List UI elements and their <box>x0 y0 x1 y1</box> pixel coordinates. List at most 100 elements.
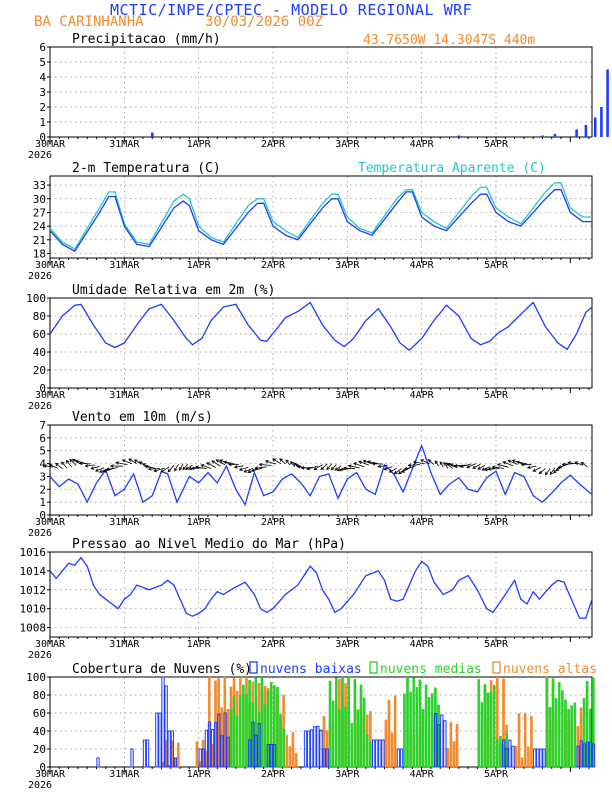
y-tick-label: 4 <box>39 458 46 471</box>
y-tick-label: 100 <box>26 671 46 684</box>
wind-arrow <box>497 463 509 468</box>
x-tick-label: 1APR <box>187 260 212 271</box>
wind-arrow-head <box>502 461 507 465</box>
cloud-bar-low <box>266 744 270 768</box>
wind-arrow-head <box>179 466 183 471</box>
cloud-bar-low <box>201 748 205 768</box>
wind-arrow-head <box>326 466 330 471</box>
cloud-bar-low <box>582 743 586 768</box>
wind-arrow-head <box>484 467 488 472</box>
wind-arrow-head <box>254 466 258 470</box>
cloud-bar-low <box>204 729 209 768</box>
cloud-bar-mid <box>477 679 481 768</box>
series-line-vento <box>49 443 593 507</box>
wind-arrow-head <box>459 464 464 468</box>
panel-pres: 1008 1010 1012 1014 1016 30MAR 31MAR 1APR 2APR 3A… <box>20 537 593 661</box>
x-tick-label: 5APR <box>484 517 509 528</box>
x-tick-label: 1APR <box>187 139 212 150</box>
cloud-bar-mid <box>276 686 279 768</box>
x-tick-label: 4APR <box>410 390 435 401</box>
y-tick-label: 7 <box>39 419 46 432</box>
cloud-bar-mid <box>551 678 555 768</box>
y-tick-label: 1012 <box>20 584 47 597</box>
wind-arrow <box>259 464 272 466</box>
wind-arrow-head <box>472 465 476 469</box>
cloud-bar-mid <box>331 700 335 768</box>
x-tick-label: 3APR <box>335 390 360 401</box>
y-tick-label: 80 <box>33 310 46 323</box>
wind-arrow <box>574 461 583 466</box>
cloud-bar-low <box>198 748 202 768</box>
wind-arrow-head <box>65 459 70 464</box>
cloud-bar-high <box>390 732 394 768</box>
wind-arrow-head <box>427 459 432 463</box>
cloud-bar-low <box>257 722 261 768</box>
cloud-bar-low <box>254 734 258 768</box>
panel-title-secondary: Temperatura Aparente (C) <box>358 161 546 176</box>
header-run: 30/03/2026 00Z <box>205 14 324 30</box>
cloud-bar-low <box>217 713 221 768</box>
wind-arrow <box>389 467 398 473</box>
cloud-bar-low <box>303 730 308 768</box>
cloud-bar-low <box>319 729 323 768</box>
cloud-bar-mid <box>570 705 573 768</box>
wind-arrow-head <box>109 464 114 468</box>
wind-arrow-head <box>294 463 299 468</box>
cloud-bar-high <box>527 746 530 768</box>
legend-swatch <box>492 661 501 674</box>
x-tick-label: 3APR <box>335 769 360 780</box>
wind-arrow-head <box>115 461 120 465</box>
wind-arrow-head <box>190 466 195 471</box>
x-tick-label: 31MAR <box>109 769 140 780</box>
cloud-bar-low <box>542 748 546 768</box>
wind-arrow <box>384 466 393 470</box>
wind-arrow <box>320 463 328 470</box>
wind-arrow-head <box>496 463 501 467</box>
wind-arrow-head <box>141 463 146 467</box>
wind-arrow-head <box>200 464 205 468</box>
wind-arrow <box>66 460 72 468</box>
plot-frame <box>49 297 593 389</box>
cloud-bar-low <box>167 730 171 768</box>
cloud-bar-mid <box>362 697 366 768</box>
cloud-bar-high <box>294 752 298 768</box>
x-tick-label: 1APR <box>187 639 212 650</box>
wind-arrow <box>55 462 63 469</box>
wind-arrow <box>502 461 514 467</box>
panel-clouds: 0 20 40 60 80 100 30MAR 31MAR 1APR 2APR 3APR 4APR 5A… <box>26 661 597 791</box>
series-line-umidade-relativa <box>49 301 593 352</box>
x-tick-label: 2APR <box>261 639 286 650</box>
wind-arrow <box>239 466 249 471</box>
panel-title: Umidade Relativa em 2m (%) <box>72 283 276 298</box>
x-tick-label: 2APR <box>261 769 286 780</box>
wind-arrow <box>167 465 175 473</box>
wind-arrow <box>61 461 68 469</box>
wind-arrow-head <box>407 463 412 468</box>
y-tick-label: 1 <box>39 496 46 509</box>
x-tick-label: 2APR <box>261 260 286 271</box>
cloud-bar-mid <box>238 694 242 768</box>
wind-arrow-head <box>403 466 408 471</box>
cloud-bar-low <box>325 748 329 768</box>
cloud-bar-low <box>576 745 580 768</box>
y-tick-label: 1008 <box>20 622 47 635</box>
wind-arrow-head <box>290 460 294 465</box>
wind-arrow-head <box>555 467 560 471</box>
cloud-bar-low <box>155 712 159 768</box>
cloud-bar-mid <box>403 693 406 768</box>
wind-arrow <box>201 464 212 469</box>
wind-arrow <box>545 468 551 475</box>
cloud-bar-low <box>443 720 447 768</box>
x-tick-label: 3APR <box>335 517 360 528</box>
cloud-bar-mid <box>421 709 425 768</box>
y-tick-label: 0 <box>39 509 46 522</box>
wind-arrow-head <box>320 466 325 471</box>
wind-arrow-head <box>339 467 344 472</box>
wind-arrow-head <box>515 460 520 465</box>
wind-arrow <box>185 464 193 470</box>
x-year-label: 2026 <box>28 650 52 661</box>
cloud-bar-mid <box>499 736 502 768</box>
cloud-bar-mid <box>486 692 490 768</box>
